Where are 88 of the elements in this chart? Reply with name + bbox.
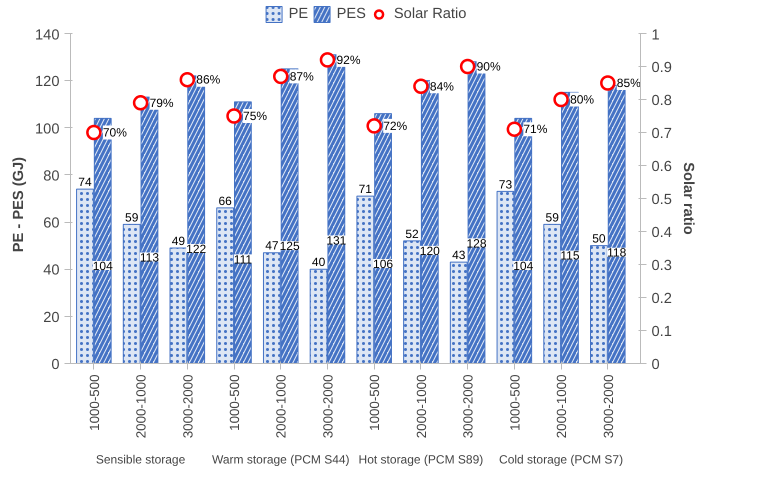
x-tick-label: 1000-500 xyxy=(227,374,242,431)
x-tick-label: 3000-2000 xyxy=(600,374,616,438)
x-tick-label: 3000-2000 xyxy=(460,374,476,438)
point xyxy=(553,92,569,108)
data-label: 87% xyxy=(290,69,314,84)
data-label: 59 xyxy=(546,210,560,224)
y2-tick-label: 0.7 xyxy=(652,126,672,142)
data-label: 85% xyxy=(616,76,642,90)
legend-label: PE xyxy=(288,6,309,22)
data-label: 72% xyxy=(383,118,408,133)
point xyxy=(413,78,429,94)
x-tick-label: 1000-500 xyxy=(86,374,102,431)
data-label: 47 xyxy=(265,238,279,253)
x-tick-label: 2000-1000 xyxy=(414,374,429,438)
data-label: 113 xyxy=(140,250,160,264)
point xyxy=(180,72,196,88)
text: Sensible storage xyxy=(96,452,186,466)
data-label: 43 xyxy=(452,248,466,262)
data-label: 59 xyxy=(125,210,139,224)
y2-tick-label: 0.1 xyxy=(652,324,672,340)
y-axis-title: PE - PES (GJ) xyxy=(11,156,28,252)
data-label: 50 xyxy=(592,232,606,246)
data-label: 131 xyxy=(326,233,347,248)
point xyxy=(132,95,148,111)
point xyxy=(320,52,336,68)
data-label: 73 xyxy=(498,177,512,192)
y-tick-label: 0 xyxy=(51,357,60,373)
y2-tick-label: 0.4 xyxy=(652,225,672,241)
data-label: 118 xyxy=(607,246,627,260)
data-label: 80% xyxy=(570,92,594,106)
y2-tick-label: 0.8 xyxy=(652,93,672,109)
data-label: 86% xyxy=(196,72,221,87)
data-label: 71% xyxy=(523,122,548,136)
y-tick-label: 140 xyxy=(35,28,60,44)
point xyxy=(272,68,288,84)
data-label: 128 xyxy=(466,236,487,250)
x-tick-label: 3000-2000 xyxy=(320,374,336,438)
data-label: 104 xyxy=(513,258,534,273)
data-label: 71 xyxy=(358,182,372,196)
y2-tick-label: 0.5 xyxy=(652,192,672,208)
data-label: 120 xyxy=(420,244,440,258)
data-label: 84% xyxy=(430,79,454,94)
point xyxy=(366,118,382,134)
y2-tick-label: 0.6 xyxy=(652,159,672,175)
text: Warm storage (PCM S44) xyxy=(212,452,350,466)
y-tick-label: 20 xyxy=(43,310,60,326)
point xyxy=(600,75,616,91)
y2-tick-label: 0.2 xyxy=(652,291,672,307)
point xyxy=(460,58,476,74)
data-label: 40 xyxy=(312,255,326,270)
point xyxy=(226,108,242,124)
data-label: 106 xyxy=(373,257,394,272)
y-tick-label: 40 xyxy=(43,262,60,279)
data-label: 52 xyxy=(405,226,420,241)
y2-tick-label: 0.3 xyxy=(652,258,672,274)
data-label: 90% xyxy=(476,60,501,74)
legend-label: PES xyxy=(336,6,366,22)
data-label: 92% xyxy=(336,52,361,67)
data-label: 122 xyxy=(186,242,207,256)
data-label: 125 xyxy=(280,239,300,254)
data-label: 115 xyxy=(560,248,580,263)
text: Hot storage (PCM S89) xyxy=(358,452,484,466)
data-label: 49 xyxy=(172,234,186,248)
text: Cold storage (PCM S7) xyxy=(499,452,624,466)
data-label: 79% xyxy=(150,96,174,110)
y2-tick-label: 0 xyxy=(652,357,660,373)
data-label: 111 xyxy=(234,252,252,266)
x-tick-label: 3000-2000 xyxy=(180,374,196,438)
data-label: 70% xyxy=(102,126,128,140)
y-tick-label: 80 xyxy=(43,168,60,184)
y-tick-label: 120 xyxy=(35,74,60,90)
data-label: 104 xyxy=(92,258,114,273)
x-tick-label: 2000-1000 xyxy=(134,374,149,438)
y-tick-label: 60 xyxy=(43,216,60,232)
y2-axis-title: Solar ratio xyxy=(680,162,696,235)
data-label: 75% xyxy=(243,109,268,123)
x-tick-label: 2000-1000 xyxy=(274,374,289,438)
point xyxy=(86,124,102,140)
x-tick-label: 2000-1000 xyxy=(554,374,570,438)
y-tick-label: 100 xyxy=(35,121,60,138)
y2-tick-label: 1 xyxy=(652,28,660,44)
x-tick-label: 1000-500 xyxy=(507,374,522,431)
point xyxy=(506,121,522,137)
y2-tick-label: 0.9 xyxy=(652,60,672,76)
data-label: 74 xyxy=(78,175,92,190)
x-tick-label: 1000-500 xyxy=(367,374,382,431)
data-label: 66 xyxy=(218,194,232,208)
legend-label: Solar Ratio xyxy=(394,6,466,22)
